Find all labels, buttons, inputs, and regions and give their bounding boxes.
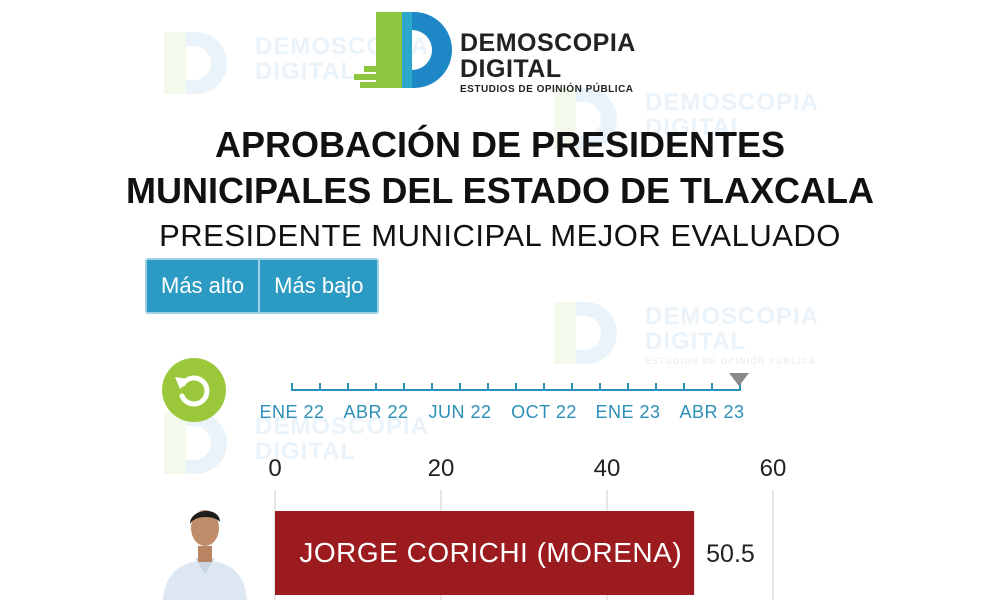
timeline-label[interactable]: ENE 22 (259, 402, 325, 422)
timeline-label[interactable]: OCT 22 (511, 402, 577, 422)
sort-button-group: Más alto Más bajo (145, 258, 380, 314)
approval-bar-chart: 0 20 40 60 JORGE CORICHI (MORENA) 50.5 (268, 455, 787, 600)
sort-highest-button[interactable]: Más alto (147, 260, 259, 312)
page-title: APROBACIÓN DE PRESIDENTES MUNICIPALES DE… (0, 122, 1000, 214)
demoscopia-logo-icon (354, 12, 452, 88)
timeline-label[interactable]: ENE 23 (595, 402, 661, 422)
timeline-handle-icon[interactable] (729, 373, 749, 386)
timeline-label[interactable]: JUN 22 (428, 402, 492, 422)
x-tick-label: 60 (760, 455, 787, 482)
timeline-slider[interactable]: ENE 22 ABR 22 JUN 22 OCT 22 ENE 23 ABR 2… (0, 360, 1000, 430)
candidate-photo-icon (155, 496, 255, 600)
brand-logo: DEMOSCOPIA DIGITAL ESTUDIOS DE OPINIÓN P… (352, 10, 652, 96)
timeline-track (291, 373, 749, 391)
sort-lowest-button[interactable]: Más bajo (258, 260, 378, 312)
timeline-label-selected[interactable]: ABR 23 (679, 402, 745, 422)
x-tick-label: 0 (268, 455, 281, 482)
timeline-label[interactable]: ABR 22 (343, 402, 409, 422)
x-tick-label: 20 (428, 455, 455, 482)
candidate-photo (155, 496, 255, 600)
bar-value-label: 50.5 (706, 540, 755, 568)
logo-subtitle: ESTUDIOS DE OPINIÓN PÚBLICA (460, 84, 634, 95)
x-tick-label: 40 (594, 455, 621, 482)
page-subtitle: PRESIDENTE MUNICIPAL MEJOR EVALUADO (159, 218, 841, 253)
watermark-logo-icon (164, 32, 227, 94)
watermark-text: DEMOSCOPIA DIGITAL (645, 303, 820, 355)
bar-category-label: JORGE CORICHI (MORENA) (299, 537, 682, 568)
watermark-logo-icon (554, 302, 617, 364)
title-line-2: MUNICIPALES DEL ESTADO DE TLAXCALA (125, 170, 875, 211)
logo-title: DEMOSCOPIA DIGITAL (460, 29, 636, 83)
reset-arrow-icon (175, 375, 210, 407)
bar[interactable] (275, 511, 695, 595)
title-line-1: APROBACIÓN DE PRESIDENTES (214, 124, 786, 165)
reset-button[interactable] (162, 358, 226, 422)
